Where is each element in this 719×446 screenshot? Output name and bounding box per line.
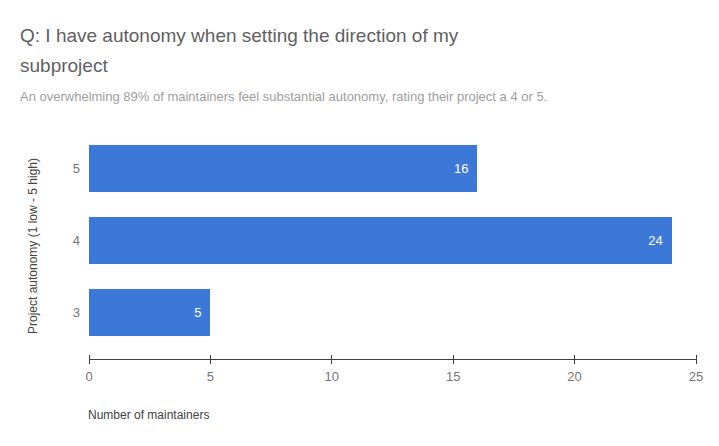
bar-value-label: 16: [454, 145, 468, 192]
chart-title: Q: I have autonomy when setting the dire…: [20, 21, 660, 81]
x-axis-title: Number of maintainers: [88, 408, 209, 422]
y-category-label: 4: [73, 217, 80, 264]
bar-value-label: 24: [648, 217, 662, 264]
x-axis-tick-label: 15: [446, 369, 460, 384]
bar-row: 516: [89, 145, 696, 192]
bar-row: 35: [89, 289, 696, 336]
chart-subtitle: An overwhelming 89% of maintainers feel …: [20, 89, 700, 104]
bar: 5: [89, 289, 210, 336]
bar: 24: [89, 217, 672, 264]
x-axis-tick-label: 25: [689, 369, 703, 384]
bar: 16: [89, 145, 477, 192]
bar-row: 424: [89, 217, 696, 264]
y-category-label: 5: [73, 145, 80, 192]
x-axis-tick-label: 20: [567, 369, 581, 384]
x-axis-tick-label: 10: [325, 369, 339, 384]
x-axis-tick-label: 5: [207, 369, 214, 384]
y-axis-title: Project autonomy (1 low - 5 high): [26, 158, 40, 334]
x-axis-tick: [696, 355, 697, 364]
chart-figure: Q: I have autonomy when setting the dire…: [0, 0, 719, 446]
x-axis-tick: [210, 355, 211, 364]
x-axis-tick: [574, 355, 575, 364]
x-axis-tick-label: 0: [85, 369, 92, 384]
y-category-label: 3: [73, 289, 80, 336]
bar-value-label: 5: [194, 289, 201, 336]
x-axis-tick: [453, 355, 454, 364]
x-axis-tick: [89, 355, 90, 364]
x-axis-tick-labels: 0510152025: [89, 369, 696, 385]
plot-area: 51642435: [89, 133, 696, 360]
x-axis-tick: [331, 355, 332, 364]
